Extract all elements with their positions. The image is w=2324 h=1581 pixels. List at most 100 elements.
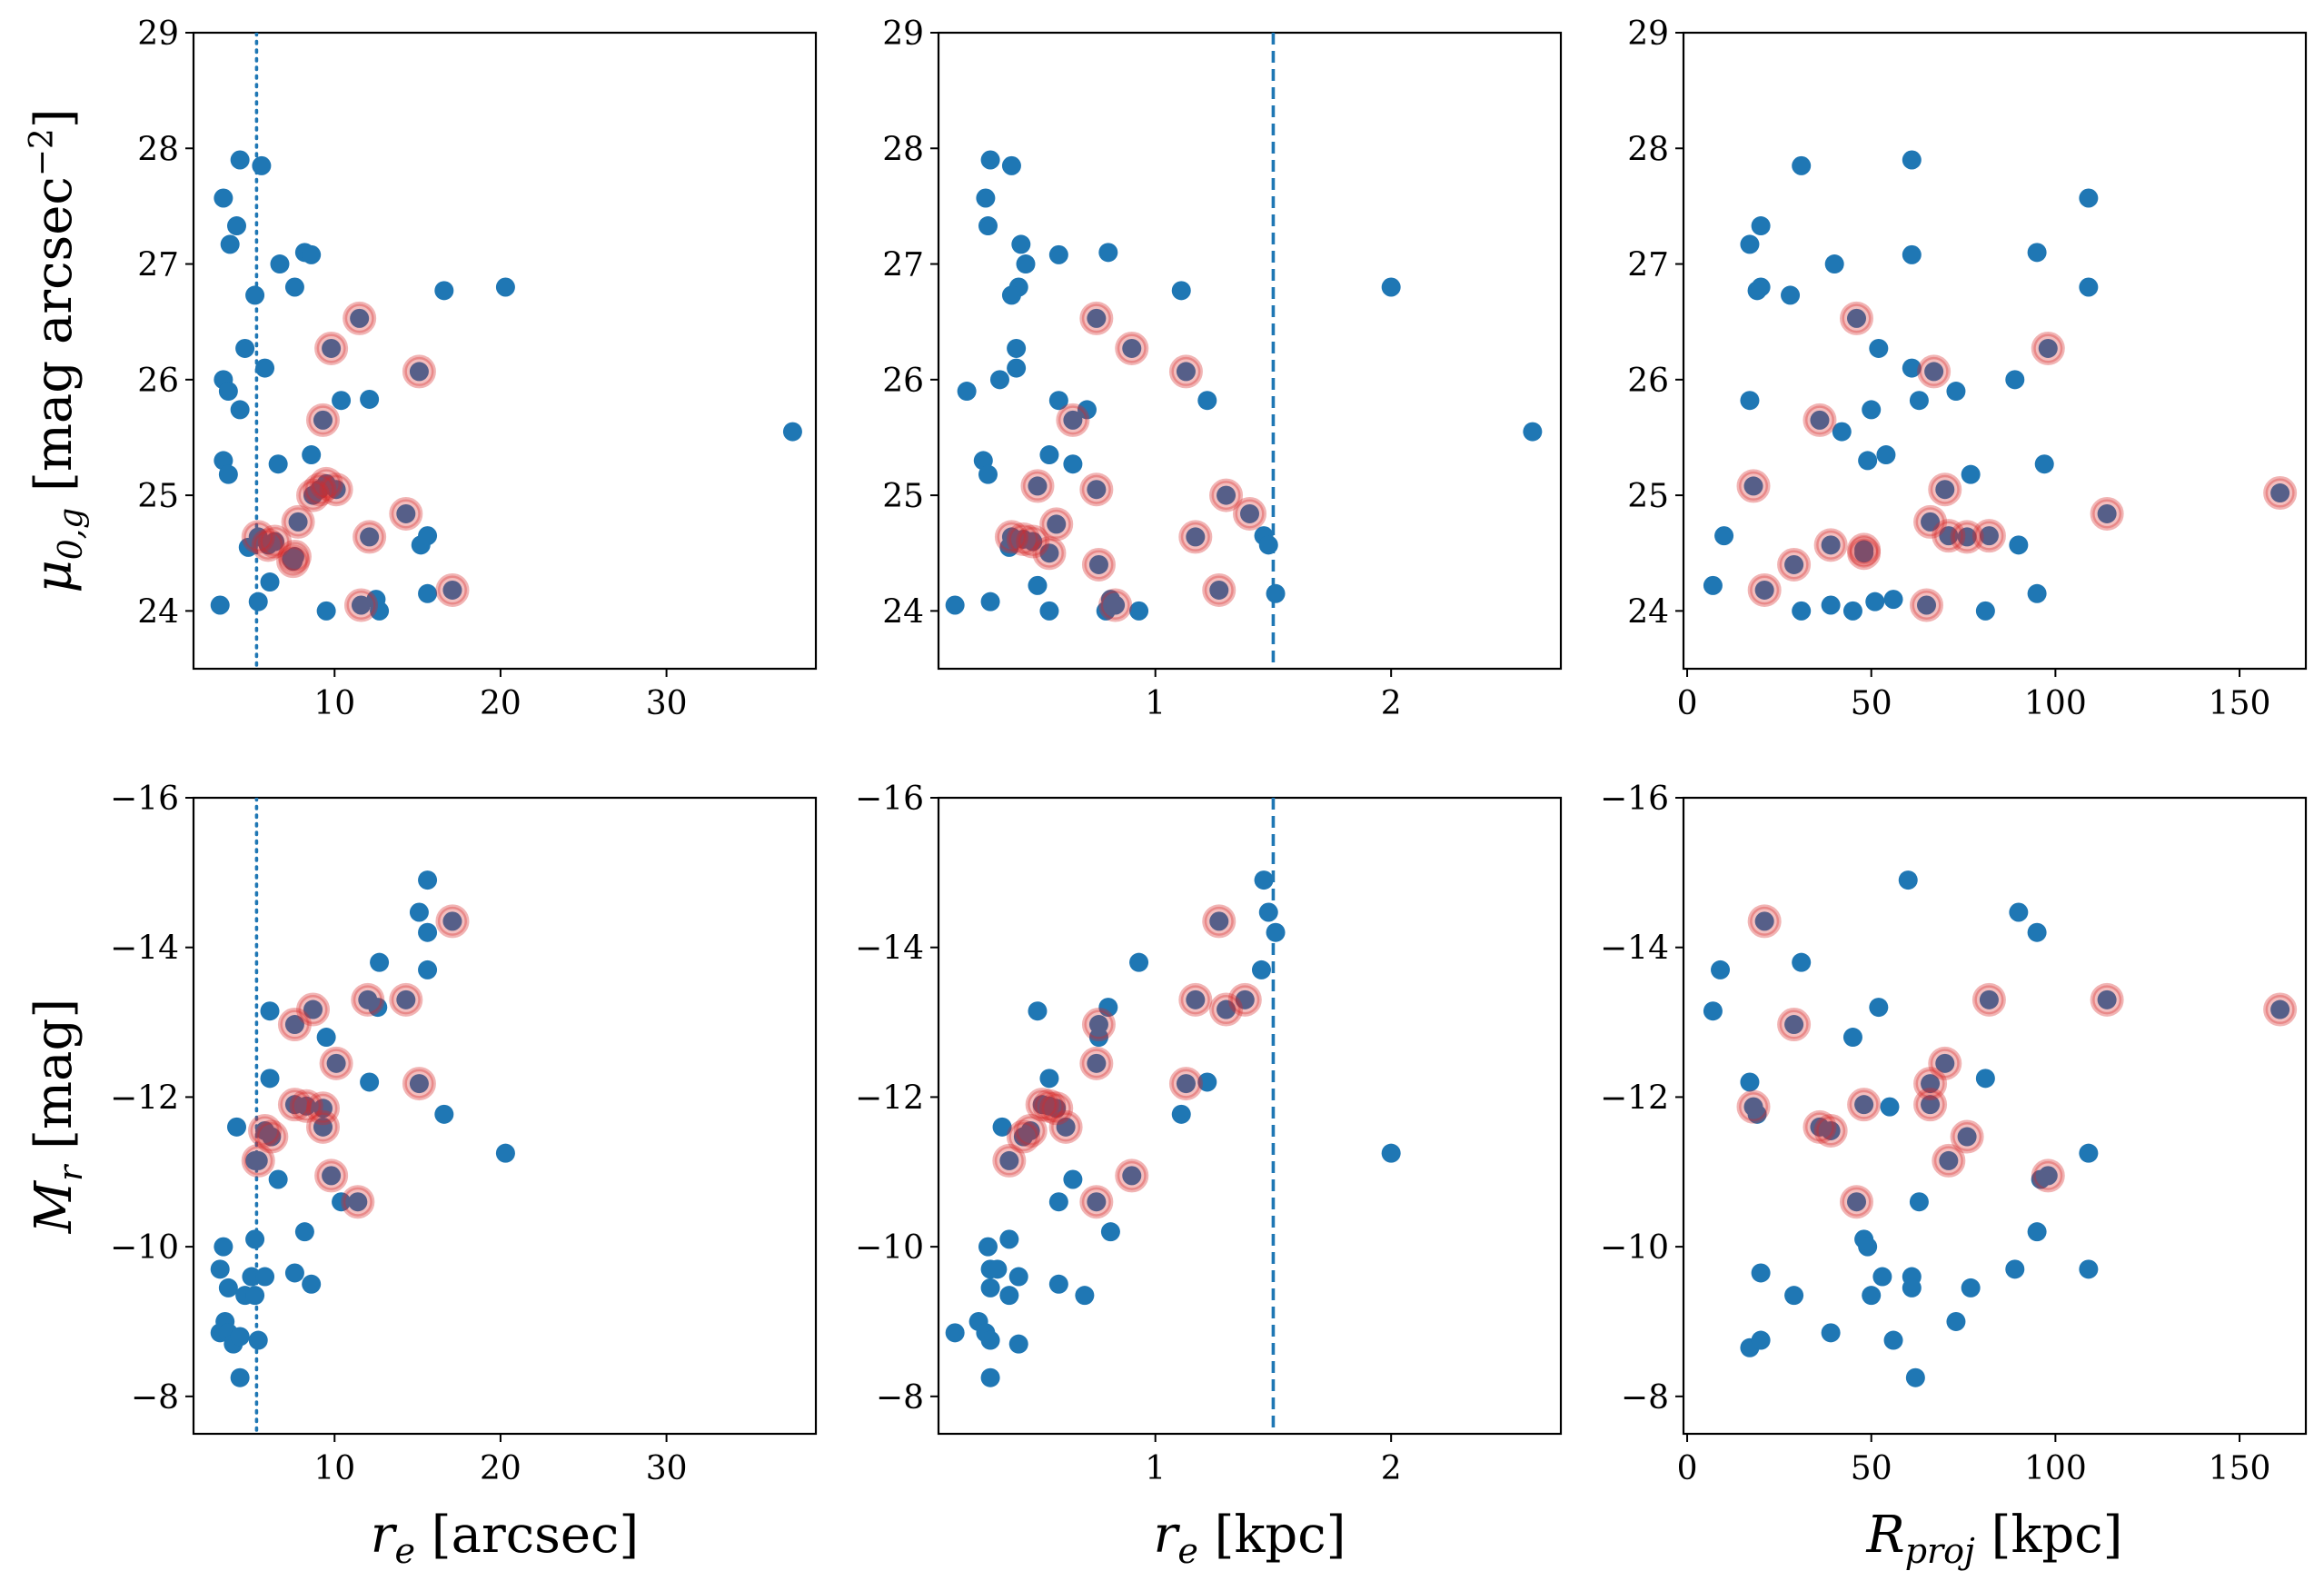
highlighted-point (1186, 527, 1206, 547)
highlighted-point (322, 1166, 342, 1186)
data-point (989, 370, 1009, 390)
data-point (1039, 1069, 1059, 1089)
data-point (252, 155, 272, 175)
data-point (1784, 1286, 1804, 1306)
data-point (999, 1229, 1019, 1249)
y-tick-label: 25 (1627, 478, 1669, 515)
data-point (1063, 1169, 1083, 1189)
data-point (1946, 1311, 1966, 1331)
highlight-ring (319, 1046, 353, 1080)
x-tick-label: 2 (1381, 1450, 1402, 1487)
data-point (1008, 1267, 1028, 1287)
highlight-ring (1209, 992, 1244, 1027)
data-point (1792, 155, 1812, 175)
data-point (1865, 592, 1885, 612)
data-point (1381, 277, 1401, 297)
highlighted-point (1979, 989, 1999, 1009)
data-point (230, 150, 250, 170)
data-point (1751, 1330, 1771, 1350)
highlighted-point (313, 1117, 333, 1137)
x-axis-label: Rproj [kpc] (1866, 1506, 2123, 1571)
plot-area (210, 33, 802, 669)
axes-frame (1682, 31, 2308, 671)
highlight-ring (343, 588, 378, 622)
highlight-ring (1178, 982, 1213, 1017)
data-point (409, 902, 429, 922)
highlighted-point (1122, 1166, 1142, 1186)
data-point (1975, 601, 1995, 621)
data-point (980, 150, 1000, 170)
data-point (1098, 998, 1118, 1018)
highlight-ring (1032, 536, 1067, 571)
data-point (980, 1278, 1000, 1298)
axes-frame (192, 796, 818, 1436)
y-tick-label: −8 (876, 1379, 924, 1417)
x-tick-label: 30 (646, 685, 688, 722)
highlighted-point (1209, 580, 1229, 600)
highlighted-point (1935, 480, 1955, 500)
data-point (1792, 601, 1812, 621)
highlight-ring (277, 1088, 312, 1122)
highlighted-point (442, 580, 462, 600)
data-point (218, 382, 238, 402)
highlight-ring (258, 524, 293, 559)
highlighted-point (313, 1099, 333, 1119)
highlight-ring (296, 478, 331, 512)
data-point (1842, 1028, 1862, 1048)
data-point (1872, 1267, 1892, 1287)
highlight-ring (1016, 524, 1050, 559)
panel-p11: 10 20 30 24 25 26 27 28 29 μ0,g [mag arcsec−2] (24, 15, 818, 722)
data-point (332, 1192, 352, 1212)
data-point (2005, 1259, 2025, 1279)
y-tick-label: 29 (1627, 15, 1669, 53)
data-point (255, 358, 275, 378)
data-point (245, 1286, 265, 1306)
data-point (945, 1323, 965, 1343)
data-point (999, 1286, 1019, 1306)
data-point (214, 188, 233, 208)
highlighted-point (358, 989, 378, 1009)
x-tick-label: 1 (1145, 685, 1166, 722)
highlight-ring (1813, 528, 1848, 562)
x-tick-label: 1 (1145, 1450, 1166, 1487)
highlight-ring (2263, 476, 2298, 511)
highlight-ring (2031, 331, 2065, 365)
data-point (284, 1263, 304, 1283)
highlighted-point (2097, 503, 2117, 523)
axes-frame (937, 31, 1563, 671)
data-point (1876, 445, 1896, 465)
data-point (1711, 960, 1731, 979)
highlight-ring (276, 544, 311, 579)
highlighted-point (360, 527, 380, 547)
highlight-ring (1803, 1109, 1837, 1144)
data-point (1869, 998, 1889, 1018)
highlighted-point (1063, 410, 1083, 430)
highlighted-point (1087, 308, 1107, 328)
highlight-ring (1209, 478, 1244, 512)
data-point (360, 1072, 380, 1092)
highlighted-point (326, 480, 346, 500)
highlighted-point (326, 1053, 346, 1073)
data-point (2027, 583, 2047, 603)
data-point (418, 583, 438, 603)
data-point (1751, 277, 1771, 297)
highlight-ring (1039, 1091, 1074, 1126)
highlight-ring (1840, 1185, 1874, 1219)
highlight-ring (389, 982, 423, 1017)
highlighted-point (1023, 532, 1043, 552)
highlight-ring (241, 1143, 275, 1178)
highlighted-point (442, 911, 462, 931)
y-tick-label: −14 (855, 930, 924, 968)
data-point (782, 422, 802, 442)
data-point (980, 592, 1000, 612)
data-point (495, 1143, 515, 1163)
highlighted-point (1854, 1095, 1874, 1115)
highlight-ring (1202, 904, 1236, 939)
highlighted-point (313, 410, 333, 430)
data-point (2079, 277, 2099, 297)
highlighted-point (1784, 1015, 1804, 1035)
data-point (2079, 1259, 2099, 1279)
data-point (988, 1259, 1008, 1279)
data-point (418, 870, 438, 890)
